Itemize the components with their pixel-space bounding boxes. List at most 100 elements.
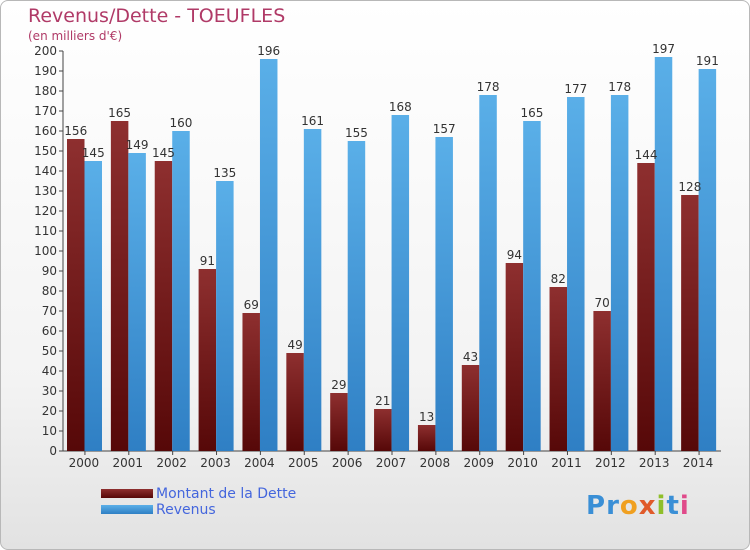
x-tick-label: 2007 — [376, 456, 407, 470]
x-tick-label: 2001 — [113, 456, 144, 470]
bar-revenue-2010 — [523, 121, 541, 451]
y-tick-label: 170 — [34, 104, 57, 118]
legend-label-debt: Montant de la Dette — [156, 486, 297, 502]
data-label-debt-2005: 49 — [287, 338, 302, 352]
bar-revenue-2000 — [84, 161, 102, 451]
x-tick-label: 2003 — [200, 456, 231, 470]
bar-debt-2006 — [330, 393, 348, 451]
data-label-revenue-2001: 149 — [126, 138, 149, 152]
bar-revenue-2003 — [216, 181, 234, 451]
bar-revenue-2005 — [303, 129, 322, 451]
bar-debt-2011 — [549, 287, 568, 451]
data-label-debt-2000: 156 — [64, 124, 87, 138]
bar-debt-2005 — [286, 353, 304, 451]
data-label-revenue-2002: 160 — [170, 116, 193, 130]
bar-revenue-2008 — [435, 137, 453, 451]
data-label-debt-2012: 70 — [595, 296, 610, 310]
y-tick-label: 70 — [42, 304, 57, 318]
y-tick-label: 160 — [34, 124, 57, 138]
bar-revenue-2004 — [259, 59, 278, 451]
bar-debt-2008 — [417, 425, 436, 451]
x-tick-label: 2005 — [288, 456, 319, 470]
x-tick-label: 2006 — [332, 456, 363, 470]
bar-revenue-2007 — [391, 115, 410, 451]
data-label-revenue-2007: 168 — [389, 100, 412, 114]
x-tick-label: 2012 — [595, 456, 626, 470]
data-label-debt-2010: 94 — [507, 248, 522, 262]
bar-revenue-2013 — [654, 57, 673, 451]
bar-debt-2013 — [637, 163, 655, 451]
chart-subtitle: (en milliers d'€) — [28, 29, 123, 43]
y-tick-label: 40 — [42, 364, 57, 378]
x-tick-label: 2013 — [639, 456, 670, 470]
data-label-debt-2009: 43 — [463, 350, 478, 364]
bar-debt-2001 — [110, 121, 129, 451]
legend-label-revenue: Revenus — [156, 502, 216, 518]
y-tick-label: 200 — [34, 44, 57, 58]
bar-revenue-2002 — [172, 131, 190, 451]
data-label-debt-2002: 145 — [152, 146, 175, 160]
legend-swatch-revenue — [101, 505, 153, 514]
bar-debt-2004 — [242, 313, 260, 451]
bar-debt-2007 — [374, 409, 392, 451]
x-tick-label: 2004 — [244, 456, 275, 470]
bar-revenue-2012 — [610, 95, 629, 451]
bar-revenue-2011 — [567, 97, 585, 451]
bars — [67, 57, 717, 451]
data-label-revenue-2005: 161 — [301, 114, 324, 128]
y-tick-label: 90 — [42, 264, 57, 278]
bar-debt-2003 — [198, 269, 217, 451]
bar-debt-2009 — [461, 365, 480, 451]
y-tick-label: 130 — [34, 184, 57, 198]
y-tick-label: 100 — [34, 244, 57, 258]
bar-debt-2010 — [505, 263, 524, 451]
bar-revenue-2014 — [698, 69, 717, 451]
data-label-debt-2004: 69 — [244, 298, 259, 312]
data-label-revenue-2009: 178 — [477, 80, 500, 94]
data-label-revenue-2003: 135 — [213, 166, 236, 180]
bar-revenue-2006 — [347, 141, 366, 451]
y-tick-label: 30 — [42, 384, 57, 398]
y-tick-label: 140 — [34, 164, 57, 178]
y-tick-label: 50 — [42, 344, 57, 358]
data-label-debt-2001: 165 — [108, 106, 131, 120]
y-tick-label: 190 — [34, 64, 57, 78]
y-tick-label: 180 — [34, 84, 57, 98]
bar-debt-2002 — [154, 161, 173, 451]
bar-revenue-2001 — [128, 153, 146, 451]
data-label-revenue-2000: 145 — [82, 146, 105, 160]
data-label-revenue-2011: 177 — [564, 82, 587, 96]
y-tick-label: 20 — [42, 404, 57, 418]
x-tick-label: 2014 — [683, 456, 714, 470]
data-label-debt-2003: 91 — [200, 254, 215, 268]
x-tick-label: 2009 — [463, 456, 494, 470]
bar-debt-2014 — [681, 195, 699, 451]
x-tick-label: 2011 — [551, 456, 582, 470]
y-tick-label: 120 — [34, 204, 57, 218]
x-tick-label: 2000 — [69, 456, 100, 470]
data-label-debt-2008: 13 — [419, 410, 434, 424]
data-label-revenue-2006: 155 — [345, 126, 368, 140]
data-label-debt-2006: 29 — [331, 378, 346, 392]
data-label-revenue-2010: 165 — [520, 106, 543, 120]
bar-debt-2012 — [593, 311, 611, 451]
x-tick-label: 2002 — [156, 456, 187, 470]
legend-swatch-debt — [101, 489, 153, 498]
y-tick-label: 60 — [42, 324, 57, 338]
data-label-revenue-2012: 178 — [608, 80, 631, 94]
data-label-debt-2014: 128 — [678, 180, 701, 194]
data-label-revenue-2008: 157 — [433, 122, 456, 136]
data-label-revenue-2004: 196 — [257, 44, 280, 58]
y-tick-label: 110 — [34, 224, 57, 238]
y-tick-label: 80 — [42, 284, 57, 298]
data-label-revenue-2013: 197 — [652, 42, 675, 56]
data-labels: 1561451651491451609113569196491612915521… — [64, 42, 719, 424]
x-tick-label: 2008 — [420, 456, 451, 470]
data-label-debt-2011: 82 — [551, 272, 566, 286]
proxiti-logo: Proxiti — [586, 491, 690, 521]
data-label-revenue-2014: 191 — [696, 54, 719, 68]
y-tick-label: 150 — [34, 144, 57, 158]
x-tick-label: 2010 — [507, 456, 538, 470]
